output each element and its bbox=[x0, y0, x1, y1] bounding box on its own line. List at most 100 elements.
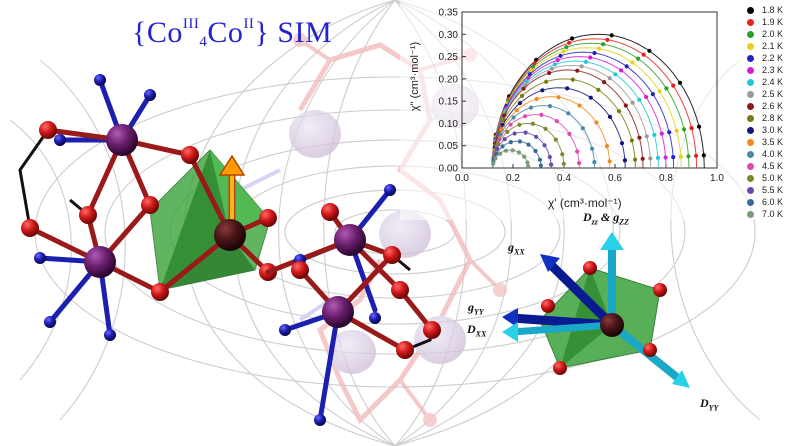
legend-label: 3.0 K bbox=[762, 125, 784, 135]
data-point bbox=[494, 151, 499, 156]
data-point bbox=[652, 132, 657, 137]
data-point bbox=[579, 64, 584, 69]
data-point bbox=[567, 131, 572, 136]
data-point bbox=[552, 62, 558, 67]
data-point bbox=[624, 64, 629, 69]
legend-entry: 3.5 K bbox=[747, 136, 799, 148]
data-point bbox=[508, 122, 513, 127]
legend-label: 5.5 K bbox=[762, 185, 784, 195]
data-point bbox=[517, 101, 523, 106]
label-gyy: gYY bbox=[468, 300, 484, 317]
data-point bbox=[537, 157, 543, 162]
data-point bbox=[510, 148, 515, 153]
x-axis-label: χ' (cm³·mol⁻¹) bbox=[548, 196, 622, 210]
legend-marker bbox=[747, 78, 754, 86]
data-point bbox=[663, 155, 668, 160]
data-point bbox=[580, 126, 586, 131]
legend-marker bbox=[747, 174, 754, 182]
data-point bbox=[554, 119, 559, 124]
plot-area bbox=[400, 0, 800, 220]
data-point bbox=[644, 134, 649, 139]
data-point bbox=[516, 150, 522, 155]
data-point bbox=[575, 149, 580, 154]
data-point bbox=[689, 126, 694, 131]
data-point bbox=[534, 134, 539, 139]
data-point bbox=[701, 153, 706, 158]
legend-entry: 6.0 K bbox=[747, 196, 799, 208]
legend-marker bbox=[747, 54, 754, 62]
data-point bbox=[549, 162, 554, 167]
data-point bbox=[495, 146, 500, 151]
legend-entry: 2.2 K bbox=[747, 52, 799, 64]
fit-curve bbox=[492, 96, 611, 169]
data-point bbox=[505, 129, 510, 134]
data-point bbox=[657, 89, 662, 94]
data-point bbox=[650, 92, 656, 97]
data-point bbox=[570, 36, 575, 41]
legend-marker bbox=[747, 42, 754, 50]
data-point bbox=[637, 97, 642, 102]
molecule-left bbox=[18, 74, 277, 341]
data-point bbox=[577, 103, 582, 108]
dxx-arrow-icon bbox=[502, 321, 613, 342]
legend-label: 2.6 K bbox=[762, 101, 784, 111]
plot-frame bbox=[461, 11, 718, 169]
legend-label: 5.0 K bbox=[762, 173, 784, 183]
title-co-b: Co bbox=[207, 16, 244, 49]
title: {CoIII4CoII} SIM bbox=[132, 16, 332, 51]
title-co-a-count: 4 bbox=[199, 34, 208, 50]
data-point bbox=[640, 156, 645, 161]
data-point bbox=[517, 139, 523, 144]
spin-arrow-icon bbox=[218, 154, 246, 225]
data-point bbox=[547, 70, 552, 76]
y-tick-label: 0.30 bbox=[439, 30, 459, 41]
data-point bbox=[633, 157, 638, 162]
legend-marker bbox=[747, 30, 754, 38]
legend-marker bbox=[747, 186, 754, 194]
data-point bbox=[525, 160, 530, 165]
data-point bbox=[526, 164, 531, 169]
data-point bbox=[523, 114, 528, 119]
legend-marker bbox=[747, 102, 754, 110]
data-point bbox=[493, 156, 498, 161]
data-point bbox=[607, 159, 612, 164]
data-point bbox=[648, 156, 653, 161]
legend-marker bbox=[747, 18, 754, 26]
legend-entry: 2.8 K bbox=[747, 112, 799, 124]
legend-entry: 5.0 K bbox=[747, 172, 799, 184]
legend-label: 2.5 K bbox=[762, 89, 784, 99]
data-point bbox=[565, 86, 570, 91]
data-point bbox=[523, 130, 528, 135]
y-tick-label: 0.25 bbox=[439, 52, 459, 63]
data-point bbox=[667, 130, 672, 135]
data-point bbox=[512, 131, 517, 136]
data-point bbox=[539, 112, 544, 117]
data-point bbox=[630, 60, 635, 65]
data-point bbox=[553, 137, 558, 142]
data-point bbox=[655, 155, 661, 160]
legend-marker bbox=[747, 126, 754, 134]
legend-marker bbox=[747, 114, 754, 122]
label-gxx: gXX bbox=[508, 240, 525, 257]
data-point bbox=[671, 83, 676, 88]
data-point bbox=[613, 72, 618, 77]
legend-marker bbox=[747, 90, 754, 98]
title-co-b-oxidation: II bbox=[243, 16, 255, 32]
legend-label: 4.5 K bbox=[762, 161, 784, 171]
data-point bbox=[566, 111, 571, 116]
legend-label: 2.3 K bbox=[762, 65, 784, 75]
legend-label: 6.0 K bbox=[762, 197, 784, 207]
data-point bbox=[533, 148, 538, 154]
data-point bbox=[517, 122, 522, 127]
data-point bbox=[674, 128, 679, 133]
data-point bbox=[564, 45, 569, 50]
data-point bbox=[605, 37, 610, 42]
data-point bbox=[592, 160, 597, 165]
legend-label: 1.9 K bbox=[762, 17, 784, 27]
x-tick-label: 0.6 bbox=[608, 173, 622, 184]
data-point bbox=[588, 95, 593, 100]
data-point bbox=[491, 161, 496, 166]
legend-label: 2.0 K bbox=[762, 29, 784, 39]
legend-entry: 2.3 K bbox=[747, 64, 799, 76]
data-point bbox=[549, 66, 555, 71]
